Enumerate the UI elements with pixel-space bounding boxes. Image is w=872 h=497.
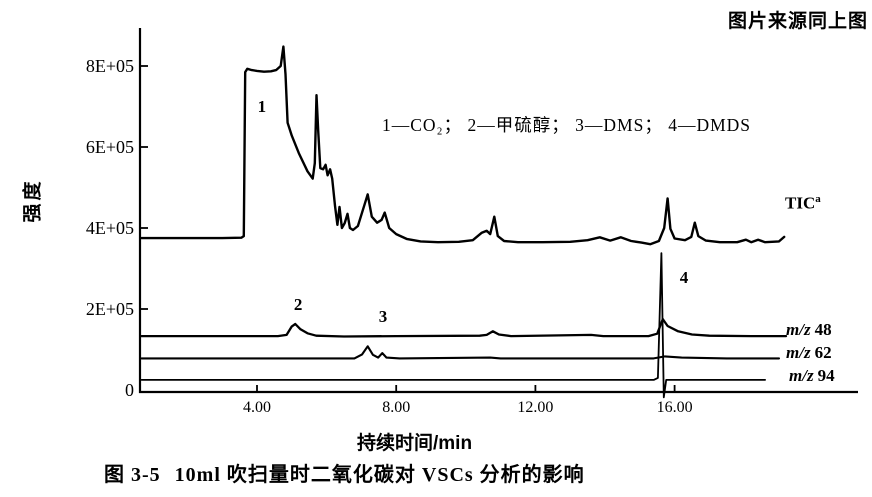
y-tick-label: 2E+05 bbox=[86, 299, 134, 319]
peak-legend: 1—CO₂； 2—甲硫醇； 3—DMS； 4—DMDS bbox=[382, 115, 752, 135]
y-axis-label-wrap: 强度 bbox=[8, 162, 54, 238]
x-tick-label: 16.00 bbox=[657, 399, 693, 416]
y-tick-label: 8E+05 bbox=[86, 56, 134, 76]
figure-caption-number: 图 3-5 bbox=[104, 464, 161, 486]
x-tick-label: 8.00 bbox=[382, 399, 410, 416]
trace-label-mz94-prefix: m/z bbox=[789, 366, 814, 385]
source-note: 图片来源同上图 bbox=[727, 11, 868, 32]
figure-caption-title: 10ml 吹扫量时二氧化碳对 VSCs 分析的影响 bbox=[174, 464, 585, 486]
y-tick-label: 6E+05 bbox=[86, 137, 134, 157]
peak-label-2: 2 bbox=[294, 295, 303, 314]
y-tick-label: 0 bbox=[125, 380, 134, 400]
peak-label-4: 4 bbox=[680, 268, 689, 287]
trace-label-tic-sup: a bbox=[815, 193, 821, 205]
figure-caption: 图 3-5 10ml 吹扫量时二氧化碳对 VSCs 分析的影响 bbox=[104, 458, 585, 487]
peak-label-1: 1 bbox=[258, 97, 267, 116]
trace-label-mz48-value: 48 bbox=[814, 320, 832, 339]
trace-label-mz62-value: 62 bbox=[814, 343, 832, 362]
x-tick-label: 4.00 bbox=[243, 399, 271, 416]
x-tick-label: 12.00 bbox=[517, 399, 553, 416]
y-tick-label: 4E+05 bbox=[86, 218, 134, 238]
trace-label-mz48-prefix: m/z bbox=[786, 320, 811, 339]
trace-mz94 bbox=[140, 252, 766, 399]
y-axis-label: 强度 bbox=[22, 177, 44, 223]
trace-mz62 bbox=[140, 345, 781, 360]
trace-label-mz62-prefix: m/z bbox=[786, 343, 811, 362]
trace-label-tic: TICa bbox=[785, 193, 821, 214]
trace-mz48 bbox=[140, 317, 788, 338]
trace-label-mz94-value: 94 bbox=[817, 366, 835, 385]
x-axis-label: 持续时间/min bbox=[357, 433, 473, 454]
trace-tic bbox=[140, 45, 786, 246]
trace-label-mz62: m/z 62 bbox=[786, 343, 832, 363]
peak-label-3: 3 bbox=[379, 307, 388, 326]
axes bbox=[138, 28, 858, 394]
trace-label-mz48: m/z 48 bbox=[786, 320, 832, 340]
trace-label-mz94: m/z 94 bbox=[789, 366, 835, 386]
trace-label-tic-text: TIC bbox=[785, 193, 816, 213]
